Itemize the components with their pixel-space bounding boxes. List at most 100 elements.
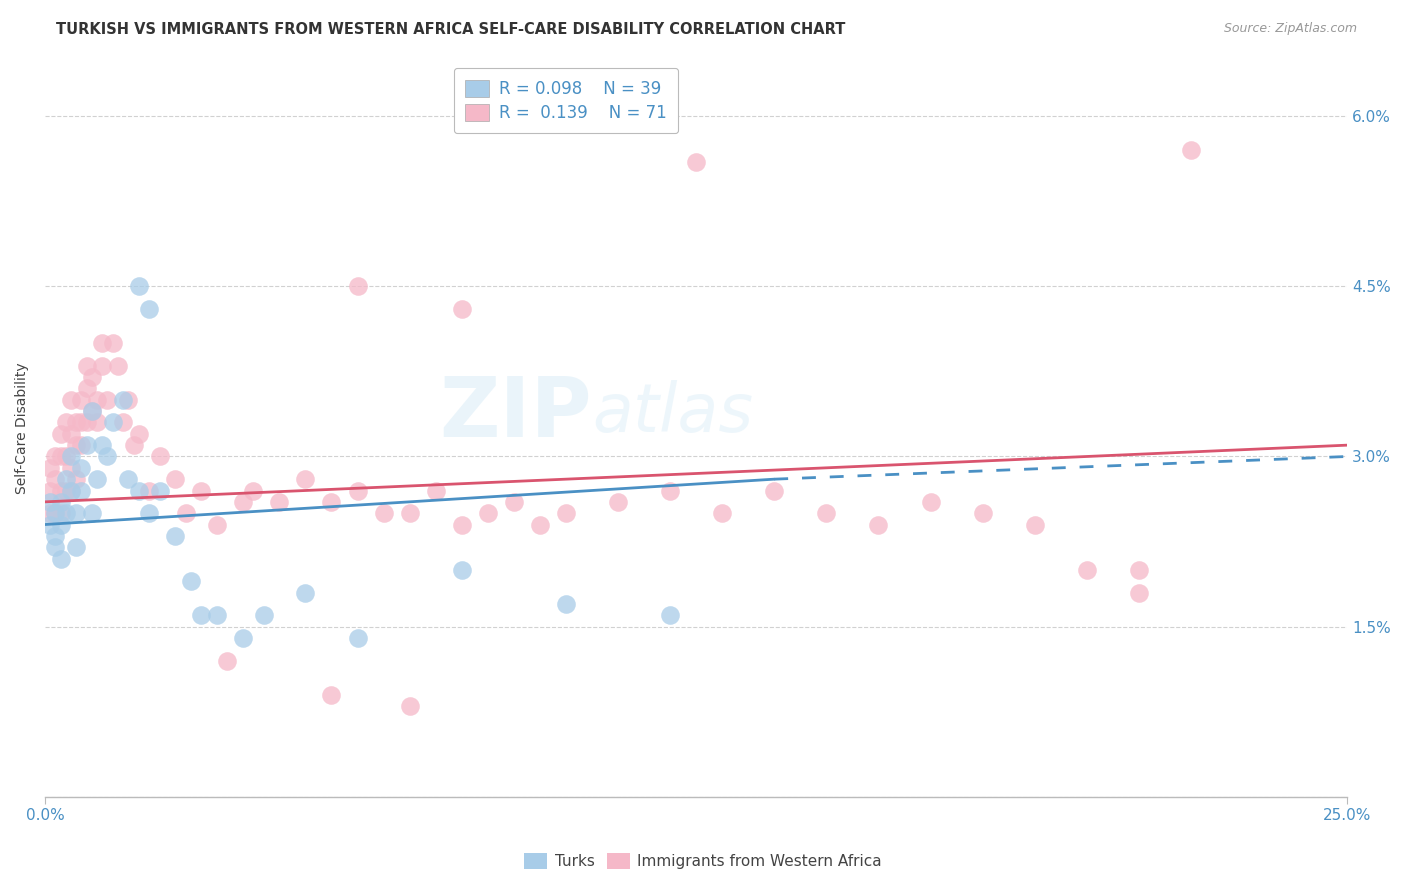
Point (117, 472, 139, 486)
Point (65, 472, 87, 486)
Point (44, 540, 66, 554)
Point (60, 426, 83, 441)
Y-axis label: Self-Care Disability: Self-Care Disability (15, 362, 30, 494)
Point (269, 495, 291, 509)
Point (128, 426, 150, 441)
Point (91, 359, 114, 373)
Point (44, 529, 66, 543)
Point (165, 529, 187, 543)
Point (450, 517, 472, 532)
Point (60, 450, 83, 464)
Point (107, 359, 129, 373)
Point (346, 483, 368, 498)
Point (1128, 563, 1150, 577)
Point (39, 460, 62, 475)
Text: Source: ZipAtlas.com: Source: ZipAtlas.com (1223, 22, 1357, 36)
Point (55, 450, 77, 464)
Point (49, 495, 72, 509)
Point (101, 336, 124, 351)
Point (80, 506, 103, 520)
Point (165, 472, 187, 486)
Point (44, 506, 66, 520)
Point (55, 472, 77, 486)
Point (80, 404, 103, 418)
Point (253, 608, 276, 623)
Point (70, 416, 93, 430)
Point (91, 438, 114, 452)
Point (174, 506, 197, 520)
Point (138, 506, 160, 520)
Point (117, 392, 139, 407)
Point (86, 416, 108, 430)
Point (55, 416, 77, 430)
Point (70, 483, 93, 498)
Point (39, 506, 62, 520)
Point (815, 506, 838, 520)
Text: TURKISH VS IMMIGRANTS FROM WESTERN AFRICA SELF-CARE DISABILITY CORRELATION CHART: TURKISH VS IMMIGRANTS FROM WESTERN AFRIC… (56, 22, 845, 37)
Legend: R = 0.098    N = 39, R =  0.139    N = 71: R = 0.098 N = 39, R = 0.139 N = 71 (454, 68, 678, 134)
Point (529, 517, 551, 532)
Point (138, 483, 160, 498)
Point (76, 381, 98, 395)
Point (122, 438, 145, 452)
Point (205, 517, 228, 532)
Point (321, 688, 343, 702)
Point (128, 483, 150, 498)
Point (373, 506, 395, 520)
Point (39, 495, 62, 509)
Point (76, 438, 98, 452)
Point (148, 483, 170, 498)
Point (112, 392, 135, 407)
Point (190, 483, 212, 498)
Point (44, 506, 66, 520)
Point (60, 483, 83, 498)
Point (920, 495, 942, 509)
Point (60, 483, 83, 498)
Point (70, 438, 93, 452)
Point (554, 506, 576, 520)
Point (49, 517, 72, 532)
Point (39, 483, 62, 498)
Point (138, 301, 160, 316)
Point (91, 336, 114, 351)
Point (242, 483, 264, 498)
Point (477, 506, 499, 520)
Point (346, 631, 368, 645)
Point (232, 631, 254, 645)
Point (44, 450, 66, 464)
Point (659, 483, 682, 498)
Point (49, 426, 72, 441)
Point (101, 416, 124, 430)
Point (65, 506, 87, 520)
Legend: Turks, Immigrants from Western Africa: Turks, Immigrants from Western Africa (517, 847, 889, 875)
Text: atlas: atlas (592, 380, 754, 446)
Point (450, 563, 472, 577)
Point (112, 416, 135, 430)
Point (972, 506, 994, 520)
Point (76, 416, 98, 430)
Point (1180, 144, 1202, 158)
Text: ZIP: ZIP (440, 373, 592, 454)
Point (1128, 585, 1150, 599)
Point (398, 698, 420, 713)
Point (65, 416, 87, 430)
Point (39, 517, 62, 532)
Point (60, 460, 83, 475)
Point (60, 392, 83, 407)
Point (49, 551, 72, 566)
Point (76, 359, 98, 373)
Point (86, 472, 108, 486)
Point (217, 654, 239, 668)
Point (607, 495, 630, 509)
Point (450, 301, 472, 316)
Point (55, 483, 77, 498)
Point (346, 279, 368, 293)
Point (425, 483, 447, 498)
Point (294, 585, 316, 599)
Point (1024, 517, 1046, 532)
Point (180, 574, 202, 589)
Point (44, 472, 66, 486)
Point (659, 608, 682, 623)
Point (49, 450, 72, 464)
Point (1076, 563, 1098, 577)
